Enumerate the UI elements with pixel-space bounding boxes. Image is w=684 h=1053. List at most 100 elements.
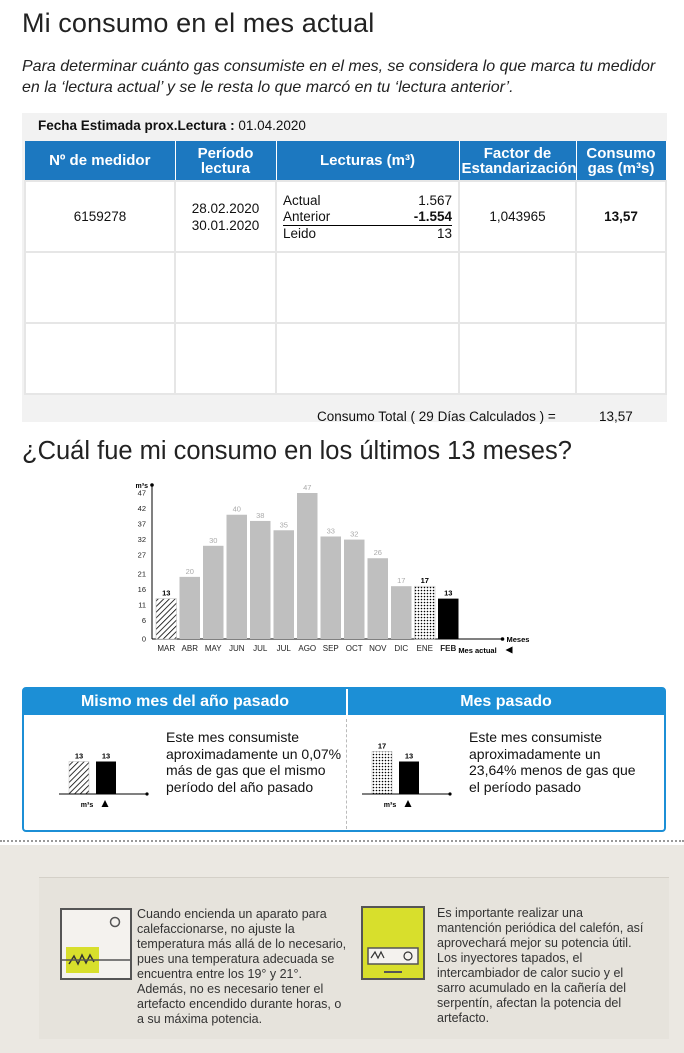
col-medidor: Nº de medidor [25,141,176,181]
x-axis-end-dot [448,792,452,796]
period-current: 28.02.2020 [191,200,260,216]
tip-left-text: Cuando encienda un aparato para calefacc… [137,907,347,1026]
x-tick-label: ABR [182,644,199,653]
marker-arrow [404,800,412,807]
bar-value-label: 38 [256,511,264,520]
tips-box: Cuando encienda un aparato para calefacc… [39,877,669,1039]
unit-label: m³s [81,802,94,809]
x-tick-label: JUN [229,644,245,653]
bar [367,558,388,639]
bar-value-label: 13 [444,589,452,598]
x-tick-label: NOV [369,644,387,653]
bar-value-label: 13 [75,752,83,761]
intro-text: Para determinar cuánto gas consumiste en… [22,58,656,96]
readings-cell: Actual 1.567 Anterior -1.554 Leido 13 [275,180,460,253]
y-tick-label: 37 [138,520,146,529]
bar [391,586,412,639]
meter-table: Nº de medidor Período lectura Lecturas (… [24,141,667,395]
reading-panel: Fecha Estimada prox.Lectura : 01.04.2020… [22,113,667,422]
y-axis-end-dot [150,483,154,487]
x-axis-label: Meses [507,635,530,644]
x-tick-label: MAR [157,644,175,653]
bar-value-label: 13 [405,752,413,761]
bar [438,598,459,639]
next-reading-value: 01.04.2020 [238,118,306,133]
x-tick-label: OCT [346,644,363,653]
bar [250,520,271,639]
bar [96,761,116,794]
y-tick-label: 27 [138,551,146,560]
tip-right-text: Es importante realizar una mantención pe… [437,906,644,1025]
total-value: 13,57 [599,409,633,424]
compare-left-title: Mismo mes del año pasado [24,689,346,715]
bar-value-label: 20 [186,567,194,576]
x-tick-label: DIC [394,644,408,653]
col-consumo: Consumo gas (m³s) [576,141,667,181]
y-axis-label: m³s [136,483,149,490]
history-title: ¿Cuál fue mi consumo en los últimos 13 m… [22,437,572,465]
y-tick-label: 16 [138,585,146,594]
bar [68,761,90,795]
marker-arrow [101,800,109,807]
bar [399,761,419,794]
x-tick-label: AGO [298,644,316,653]
page-title: Mi consumo en el mes actual [22,8,375,38]
bar-value-label: 26 [374,548,382,557]
bar [226,514,247,639]
bar [344,539,365,639]
compare-right-text: Este mes consumiste aproximadamente un 2… [469,729,636,795]
leido-label: Leido [283,224,414,241]
col-periodo: Período lectura [175,141,277,181]
col-factor: Factor de Estandarización [459,141,577,181]
meter-table-header: Nº de medidor Período lectura Lecturas (… [25,141,667,181]
bar [297,493,318,639]
y-tick-label: 32 [138,535,146,544]
bar [414,585,436,640]
bar-value-label: 17 [397,576,405,585]
y-tick-label: 6 [142,616,146,625]
consumption-chart: m³s 0 6 11 16 21 27 32 37 42 47 Meses 13 MAR 20 ABR 30 MA… [120,478,560,663]
actual-value: 1.567 [418,192,452,208]
y-tick-label: 11 [138,600,146,609]
x-tick-label: SEP [323,644,339,653]
meter-number: 6159278 [24,180,176,253]
tips-panel: Cuando encienda un aparato para calefacc… [0,845,684,1053]
bar [371,751,393,795]
bar [155,598,177,640]
bar [273,530,294,639]
bar-value-label: 13 [102,752,110,761]
total-label: Consumo Total ( 29 Días Calculados ) = [317,409,556,424]
bar [179,576,200,639]
current-month-arrow [505,646,513,654]
actual-label: Actual [283,192,321,208]
dotted-divider [0,840,684,842]
consumption-chart-svg: m³s 0 6 11 16 21 27 32 37 42 47 Meses 13 MAR 20 ABR 30 MA… [136,483,530,655]
period-previous: 30.01.2020 [191,217,260,233]
heater-icon [60,908,132,980]
bar-value-label: 17 [378,742,386,751]
bar [203,545,224,639]
bar-value-label: 30 [209,536,217,545]
bar [320,536,341,639]
consumo-value: 13,57 [575,180,667,253]
compare-right-chart: 17 13 m³s [362,742,452,809]
anterior-value: -1.554 [413,208,452,224]
table-row-empty [24,251,667,324]
bar-value-label: 17 [421,576,429,585]
factor-value: 1,043965 [458,180,577,253]
bar-value-label: 47 [303,483,311,492]
leido-value: 13 [413,224,452,241]
next-reading-date: Fecha Estimada prox.Lectura : 01.04.2020 [38,118,306,133]
water-heater-icon [361,906,425,980]
y-tick-label: 47 [138,489,146,498]
bar-value-label: 13 [162,589,170,598]
x-tick-label: MAY [205,644,222,653]
bar-value-label: 40 [233,505,241,514]
y-tick-label: 42 [138,504,146,513]
compare-divider [346,719,347,829]
col-lecturas: Lecturas (m³) [276,141,460,181]
compare-right-title: Mes pasado [348,689,664,715]
unit-label: m³s [384,802,397,809]
bar-value-label: 32 [350,530,358,539]
table-row-empty [24,322,667,395]
